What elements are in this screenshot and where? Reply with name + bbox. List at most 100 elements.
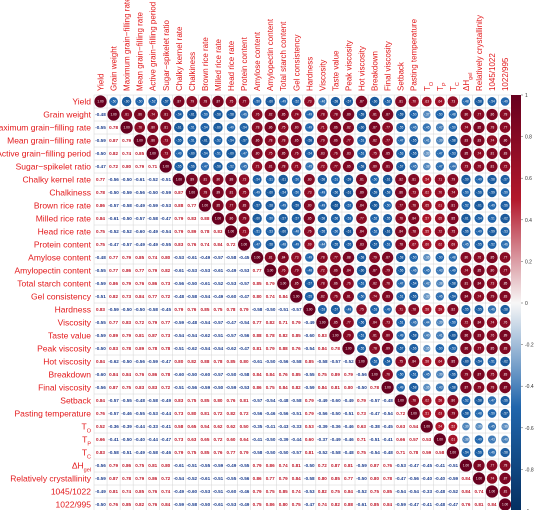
- corr-circle-value: .73: [307, 100, 312, 104]
- corr-value: -0.58: [291, 359, 302, 364]
- corr-circle: [499, 161, 511, 172]
- corr-circle-value: .84: [281, 256, 286, 260]
- corr-circle: [357, 149, 366, 158]
- corr-value: -0.59: [95, 476, 106, 481]
- corr-value: 0.85: [135, 255, 144, 260]
- corr-value: 0.71: [396, 450, 405, 455]
- corr-value: -0.54: [174, 476, 185, 481]
- corr-circle: [278, 226, 288, 237]
- corr-value: 0.82: [109, 294, 118, 299]
- column-label: Yield: [97, 74, 106, 92]
- corr-circle-value: .81: [412, 178, 417, 182]
- corr-value: -0.53: [239, 268, 250, 273]
- corr-circle-value: .73: [464, 165, 469, 169]
- corr-circle: [213, 149, 223, 158]
- corr-circle: [408, 200, 420, 211]
- corr-circle-value: -.51: [385, 243, 391, 247]
- corr-circle-value: .79: [464, 373, 469, 377]
- corr-circle-value: .71: [255, 165, 260, 169]
- corr-circle: [499, 368, 511, 381]
- corr-value: -0.49: [174, 489, 185, 494]
- corr-circle: [486, 278, 498, 289]
- corr-value: -0.57: [108, 411, 119, 416]
- corr-circle: [370, 214, 379, 223]
- corr-circle: [213, 122, 223, 133]
- corr-circle-value: -.56: [476, 191, 482, 195]
- corr-circle: [369, 343, 380, 354]
- corr-value: 0.58: [435, 450, 444, 455]
- corr-value: -0.53: [174, 255, 185, 260]
- corr-circle-value: -.49: [228, 126, 234, 130]
- corr-value: 0.81: [200, 411, 209, 416]
- corr-circle-value: .83: [503, 295, 508, 299]
- corr-circle-value: -.55: [476, 308, 482, 312]
- corr-value: -0.51: [213, 476, 224, 481]
- corr-circle-value: .85: [333, 321, 338, 325]
- corr-circle-value: -.55: [176, 165, 182, 169]
- corr-value: 0.77: [135, 268, 144, 273]
- corr-circle-value: -.43: [437, 269, 443, 273]
- corr-circle: [434, 96, 445, 107]
- corr-circle: [447, 239, 458, 250]
- corr-value: -0.54: [408, 489, 419, 494]
- corr-circle-value: -.43: [437, 386, 443, 390]
- corr-value: 0.73: [357, 411, 366, 416]
- corr-circle: [212, 174, 224, 185]
- corr-circle: [474, 239, 484, 250]
- corr-circle-value: .78: [503, 113, 508, 117]
- corr-circle: [316, 252, 328, 263]
- corr-circle-value: -.49: [307, 126, 313, 130]
- corr-circle: [355, 238, 368, 251]
- corr-value: 0.86: [148, 372, 157, 377]
- corr-value: 0.74: [279, 463, 288, 468]
- corr-circle-value: -.50: [137, 100, 143, 104]
- corr-value: -0.55: [226, 476, 237, 481]
- corr-circle: [409, 266, 418, 275]
- corr-circle-value: .78: [320, 256, 325, 260]
- corr-value: 0.83: [148, 385, 157, 390]
- corr-circle-value: .78: [281, 165, 286, 169]
- corr-circle-value: .78: [320, 282, 325, 286]
- corr-value: 0.54: [200, 424, 209, 429]
- corr-circle-value: .75: [242, 191, 247, 195]
- corr-circle-value: .81: [203, 178, 208, 182]
- corr-value: -0.55: [95, 268, 106, 273]
- corr-value: -0.61: [252, 359, 263, 364]
- corr-circle-value: -.61: [346, 230, 352, 234]
- corr-circle: [423, 253, 431, 262]
- corr-circle: [447, 226, 459, 237]
- corr-value: -0.50: [265, 437, 276, 442]
- corr-circle: [447, 408, 459, 419]
- corr-circle: [329, 316, 342, 329]
- corr-circle: [448, 434, 458, 445]
- corr-circle: [409, 330, 419, 341]
- corr-circle: [460, 161, 472, 172]
- corr-circle: [435, 162, 445, 171]
- corr-value: 0.73: [161, 281, 170, 286]
- corr-circle: [447, 395, 459, 406]
- corr-circle: [172, 173, 185, 186]
- corr-value: -0.48: [435, 502, 446, 507]
- corr-circle: [278, 240, 288, 249]
- corr-value: -0.62: [200, 333, 211, 338]
- corr-circle-value: .87: [503, 477, 508, 481]
- corr-circle: [409, 123, 418, 132]
- corr-circle-value: .73: [294, 256, 299, 260]
- corr-circle-value: -.56: [359, 321, 365, 325]
- column-label: TC: [449, 82, 461, 91]
- corr-value: -0.55: [95, 320, 106, 325]
- corr-circle: [434, 226, 446, 237]
- corr-circle: [486, 251, 498, 264]
- corr-value: 0.85: [292, 333, 301, 338]
- corr-circle: [434, 408, 445, 419]
- corr-circle-value: .75: [229, 100, 234, 104]
- corr-circle: [368, 316, 381, 329]
- corr-circle-value: -.57: [307, 282, 313, 286]
- corr-circle: [160, 135, 171, 146]
- corr-circle-value: .80: [307, 178, 312, 182]
- corr-value: -0.56: [95, 463, 106, 468]
- corr-circle: [474, 187, 484, 198]
- corr-value: 0.80: [213, 398, 222, 403]
- corr-circle: [423, 149, 431, 158]
- corr-circle-value: .85: [307, 217, 312, 221]
